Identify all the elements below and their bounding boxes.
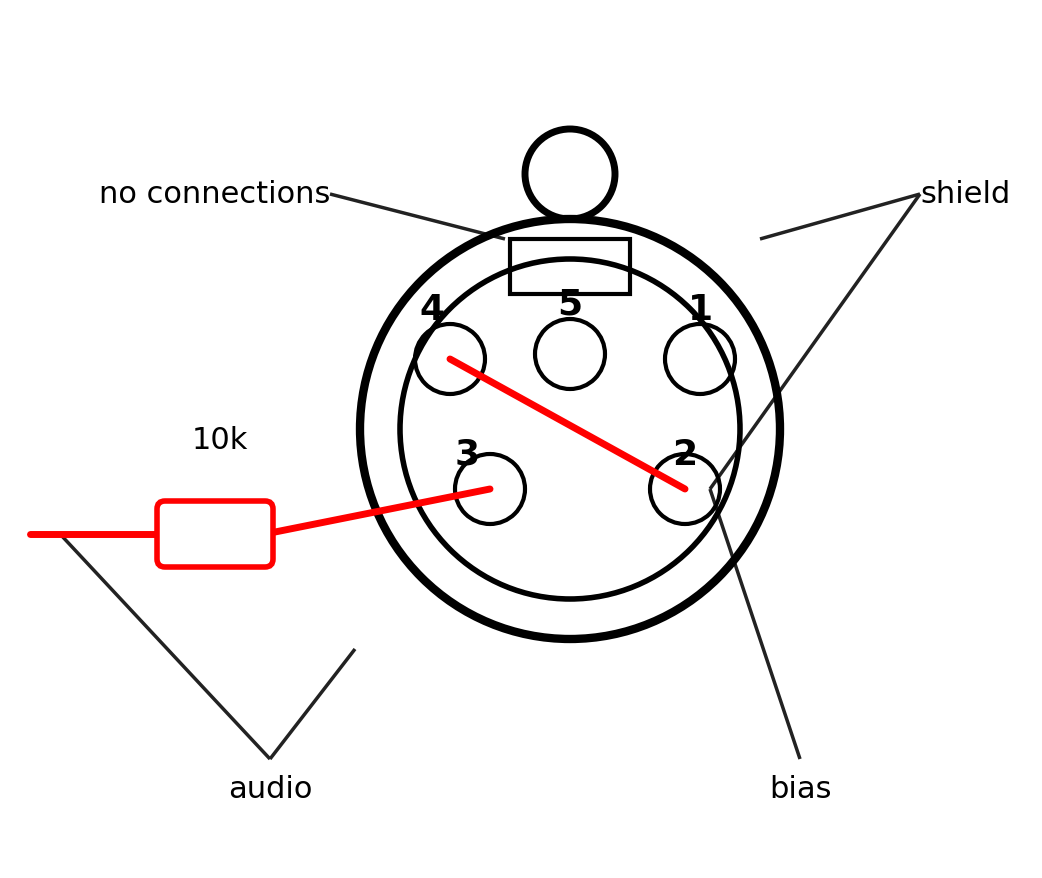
Text: bias: bias [769,774,832,803]
Text: 5: 5 [557,288,582,321]
Text: 3: 3 [454,437,479,471]
Bar [510,240,630,295]
FancyBboxPatch shape [157,501,273,567]
Text: shield: shield [920,180,1011,209]
Text: 2: 2 [672,437,697,471]
Text: 1: 1 [688,292,713,327]
Text: 10k: 10k [192,426,248,455]
Text: 4: 4 [420,292,445,327]
Text: no connections: no connections [99,180,330,209]
Text: audio: audio [228,774,313,803]
